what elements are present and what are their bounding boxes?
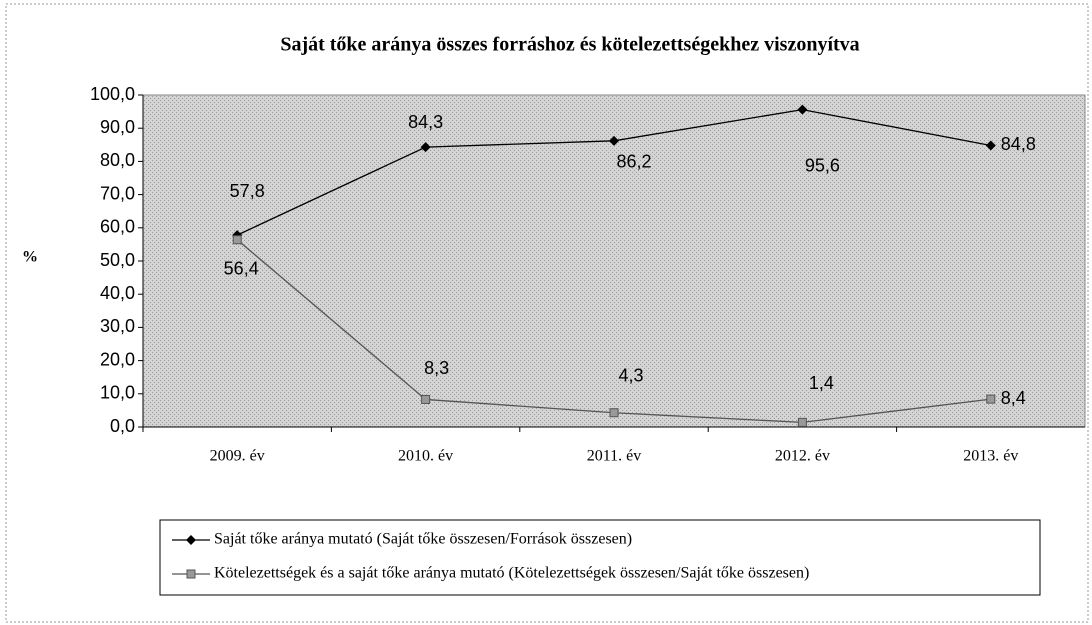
- data-label: 8,4: [1001, 388, 1026, 408]
- y-tick-label: 20,0: [100, 349, 135, 369]
- chart-border: [5, 3, 1089, 623]
- legend: [159, 519, 1041, 596]
- y-tick-label: 30,0: [100, 316, 135, 336]
- marker: [985, 140, 996, 151]
- marker: [797, 104, 808, 115]
- data-label: 84,3: [408, 112, 443, 132]
- y-tick-label: 60,0: [100, 217, 135, 237]
- data-label: 84,8: [1001, 134, 1036, 154]
- y-tick-label: 40,0: [100, 283, 135, 303]
- x-tick-label: 2013. év: [963, 448, 1018, 465]
- legend-label: Kötelezettségek és a saját tőke aránya m…: [214, 565, 809, 582]
- y-tick-label: 80,0: [100, 150, 135, 170]
- y-tick-label: 90,0: [100, 117, 135, 137]
- x-tick-label: 2012. év: [775, 448, 830, 465]
- plot-area: [142, 94, 1086, 428]
- y-tick-label: 10,0: [100, 383, 135, 403]
- x-tick-label: 2010. év: [398, 448, 453, 465]
- marker: [986, 394, 996, 404]
- marker: [609, 135, 619, 146]
- data-label: 95,6: [805, 155, 840, 175]
- marker: [420, 142, 431, 153]
- y-tick-label: 70,0: [100, 183, 135, 203]
- chart-title: Saját tőke aránya összes forráshoz és kö…: [280, 34, 859, 56]
- marker: [232, 235, 242, 245]
- data-label: 86,2: [616, 152, 651, 172]
- marker: [186, 535, 196, 545]
- marker: [609, 408, 619, 418]
- x-tick-label: 2009. év: [210, 448, 265, 465]
- marker: [186, 569, 196, 579]
- data-label: 57,8: [230, 181, 265, 201]
- data-label: 4,3: [618, 365, 643, 385]
- y-tick-label: 50,0: [100, 250, 135, 270]
- legend-label: Saját tőke aránya mutató (Saját tőke öss…: [214, 531, 632, 548]
- y-tick-label: 100,0: [90, 84, 135, 104]
- marker: [421, 394, 431, 404]
- x-tick-label: 2011. év: [587, 448, 642, 465]
- marker: [797, 417, 807, 427]
- data-label: 56,4: [224, 259, 259, 279]
- data-label: 8,3: [424, 358, 449, 378]
- data-label: 1,4: [809, 373, 834, 393]
- y-axis-label: %: [22, 249, 38, 266]
- y-tick-label: 0,0: [110, 416, 135, 436]
